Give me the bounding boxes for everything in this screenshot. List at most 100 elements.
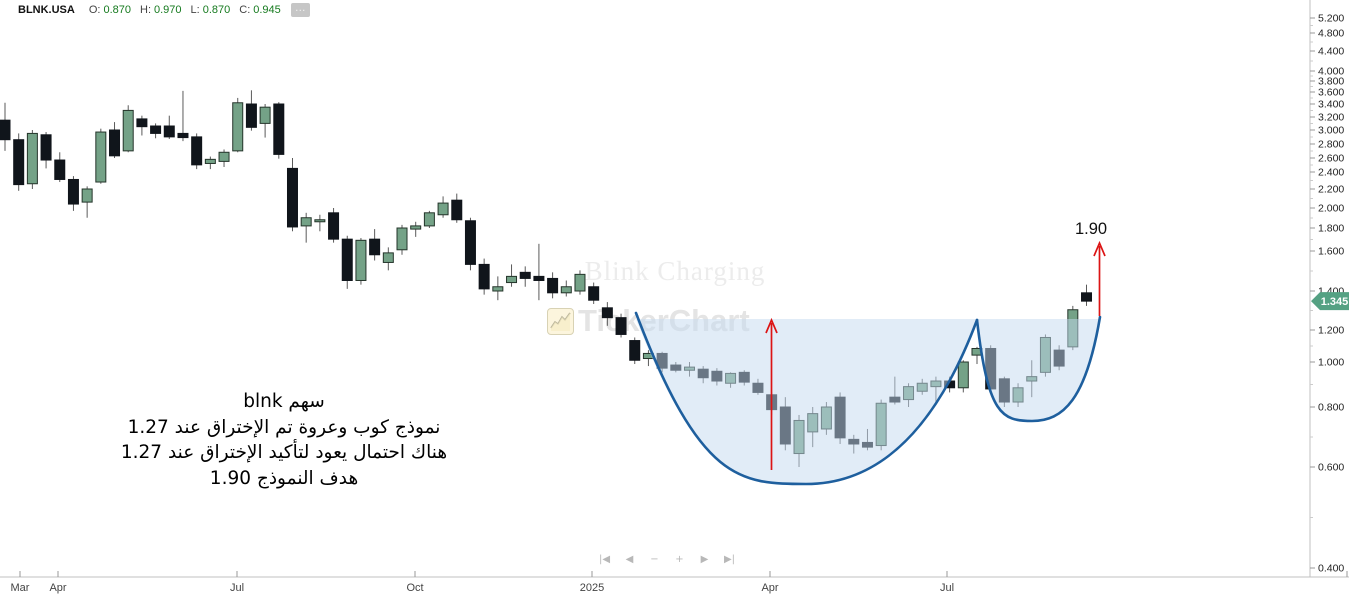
candle-body [300, 217, 312, 227]
candle-body [410, 225, 422, 230]
price-tick-label: 3.600 [1318, 87, 1344, 99]
symbol-label: BLNK.USA [18, 4, 75, 16]
price-tick-label: 4.800 [1318, 28, 1344, 40]
time-tick-label: Mar [11, 582, 30, 594]
candle-body [136, 118, 148, 128]
candle-body [601, 307, 613, 319]
time-tick-label: Apr [761, 582, 778, 594]
candle-body [423, 212, 435, 227]
candle-body [177, 132, 189, 139]
candle-body [1081, 292, 1093, 302]
high-field: H: 0.970 [140, 4, 182, 16]
candle-body [560, 286, 572, 294]
candle-body [396, 227, 408, 251]
candle-body [67, 178, 79, 205]
candle-body [218, 151, 230, 162]
more-options-button[interactable]: … [290, 3, 310, 17]
candle-body [95, 131, 107, 183]
go-first-button[interactable]: |◀ [598, 554, 611, 565]
price-tick-label: 0.800 [1318, 402, 1344, 414]
target-price-label: 1.90 [1075, 220, 1107, 238]
go-last-button[interactable]: ▶| [723, 554, 736, 565]
price-tick-label: 1.800 [1318, 223, 1344, 235]
tickerchart-logo-icon [547, 307, 574, 335]
annotation-line: هناك احتمال يعود لتأكيد الإختراق عند 1.2… [120, 442, 448, 463]
zoom-in-button[interactable]: + [675, 554, 684, 565]
candle-body [26, 132, 38, 185]
price-tick-label: 3.000 [1318, 125, 1344, 137]
zoom-out-button[interactable]: − [650, 554, 659, 565]
signal-arrow-head [1093, 240, 1106, 257]
cup-curve[interactable] [634, 311, 979, 486]
candle-body [341, 238, 353, 281]
price-tick-label: 1.000 [1318, 357, 1344, 369]
candle-body [314, 219, 326, 223]
price-tick-label: 2.200 [1318, 184, 1344, 196]
time-tick-label: Apr [49, 582, 66, 594]
candle-body [588, 286, 600, 301]
time-tick-label: Jul [230, 582, 244, 594]
candle-body [547, 277, 559, 294]
candle-body [273, 103, 285, 155]
candle-body [54, 159, 66, 180]
price-tick-label: 0.600 [1318, 462, 1344, 474]
candle-body [355, 239, 367, 281]
price-tick-label: 3.800 [1318, 76, 1344, 88]
price-tick-label: 2.800 [1318, 139, 1344, 151]
price-tick-label: 1.600 [1318, 246, 1344, 258]
time-tick-label: 2025 [580, 582, 604, 594]
scroll-left-button[interactable]: ◀ [625, 554, 634, 565]
close-field: C: 0.945 [239, 4, 281, 16]
candle-body [40, 134, 52, 161]
ohlc-header: BLNK.USA O: 0.870 H: 0.970 L: 0.870 C: 0.945… [18, 3, 310, 17]
price-tick-label: 2.600 [1318, 153, 1344, 165]
candle-body [13, 139, 25, 186]
candle-body [109, 129, 121, 157]
company-watermark: Blink Charging [584, 256, 766, 286]
price-tick-label: 1.200 [1318, 325, 1344, 337]
price-tick-label: 3.200 [1318, 112, 1344, 124]
candle-body [163, 125, 175, 138]
price-tick-label: 5.200 [1318, 13, 1344, 25]
annotation-line: سهم blnk [243, 391, 325, 412]
candle-body [245, 103, 257, 128]
candle-body [328, 212, 340, 240]
candle-body [478, 263, 490, 290]
candle-body [191, 136, 203, 166]
candle-body [0, 119, 11, 141]
price-tick-label: 2.000 [1318, 203, 1344, 215]
scroll-right-button[interactable]: ▶ [700, 554, 709, 565]
candle-body [574, 273, 586, 292]
price-tick-label: 2.400 [1318, 167, 1344, 179]
candle-body [204, 158, 216, 164]
candle-body [437, 202, 449, 216]
handle-curve[interactable] [975, 315, 1102, 423]
candle-body [451, 199, 463, 221]
candle-body [492, 286, 504, 292]
last-price-badge-label: 1.345 [1321, 296, 1349, 308]
candle-body [615, 317, 627, 335]
time-tick-label: Jul [940, 582, 954, 594]
annotation-line: هدف النموذج 1.90 [209, 467, 359, 489]
price-tick-label: 4.000 [1318, 66, 1344, 78]
open-field: O: 0.870 [88, 4, 131, 16]
candle-body [629, 340, 641, 361]
annotation-line: نموذج كوب وعروة تم الإختراق عند 1.27 [127, 416, 441, 438]
cup-and-handle-fill [636, 317, 1100, 484]
price-tick-label: 0.400 [1318, 563, 1344, 575]
analyst-annotation: سهم blnk نموذج كوب وعروة تم الإختراق عند… [108, 389, 460, 491]
candle-body [122, 109, 134, 152]
candle-body [150, 125, 162, 134]
price-tick-label: 4.400 [1318, 46, 1344, 58]
candle-body [464, 220, 476, 265]
candle-body [957, 361, 969, 389]
time-tick-label: Oct [406, 582, 423, 594]
candle-body [259, 106, 271, 124]
candle-body [369, 238, 381, 256]
candle-body [382, 252, 394, 263]
candle-body [286, 167, 298, 228]
candle-body [232, 102, 244, 152]
candle-body [506, 275, 518, 284]
